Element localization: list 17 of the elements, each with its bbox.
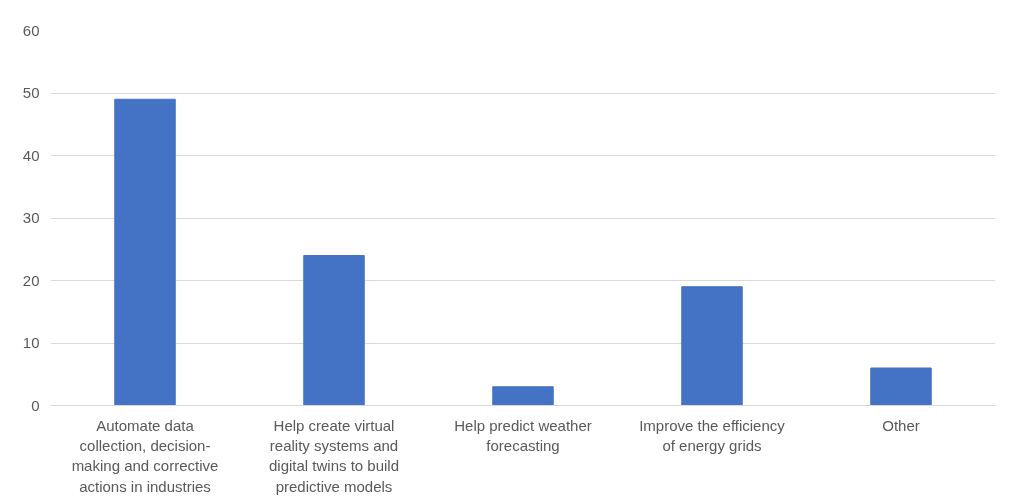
y-tick-label: 30 <box>22 209 40 226</box>
x-tick-label: Automate data collection, decision-making and corrective actions in industries <box>71 416 219 495</box>
y-tick-label: 20 <box>22 271 40 289</box>
bar <box>492 386 554 406</box>
bar <box>681 286 743 406</box>
x-tick-label: Help create virtual reality systems and digital twins to build predictive models <box>268 416 400 495</box>
y-tick-label: 60 <box>22 21 40 39</box>
bar <box>303 255 365 406</box>
y-tick-label: 10 <box>22 334 40 351</box>
bar <box>870 367 932 406</box>
y-tick-label: 0 <box>31 396 40 414</box>
y-tick-label: 40 <box>22 146 40 164</box>
x-tick-label: Other <box>882 416 920 434</box>
x-tick-label: Help predict weather forecasting <box>454 416 592 454</box>
bar <box>114 98 176 406</box>
y-tick-label: 50 <box>22 84 40 101</box>
x-tick-label: Improve the efficiency of energy grids <box>639 416 786 454</box>
